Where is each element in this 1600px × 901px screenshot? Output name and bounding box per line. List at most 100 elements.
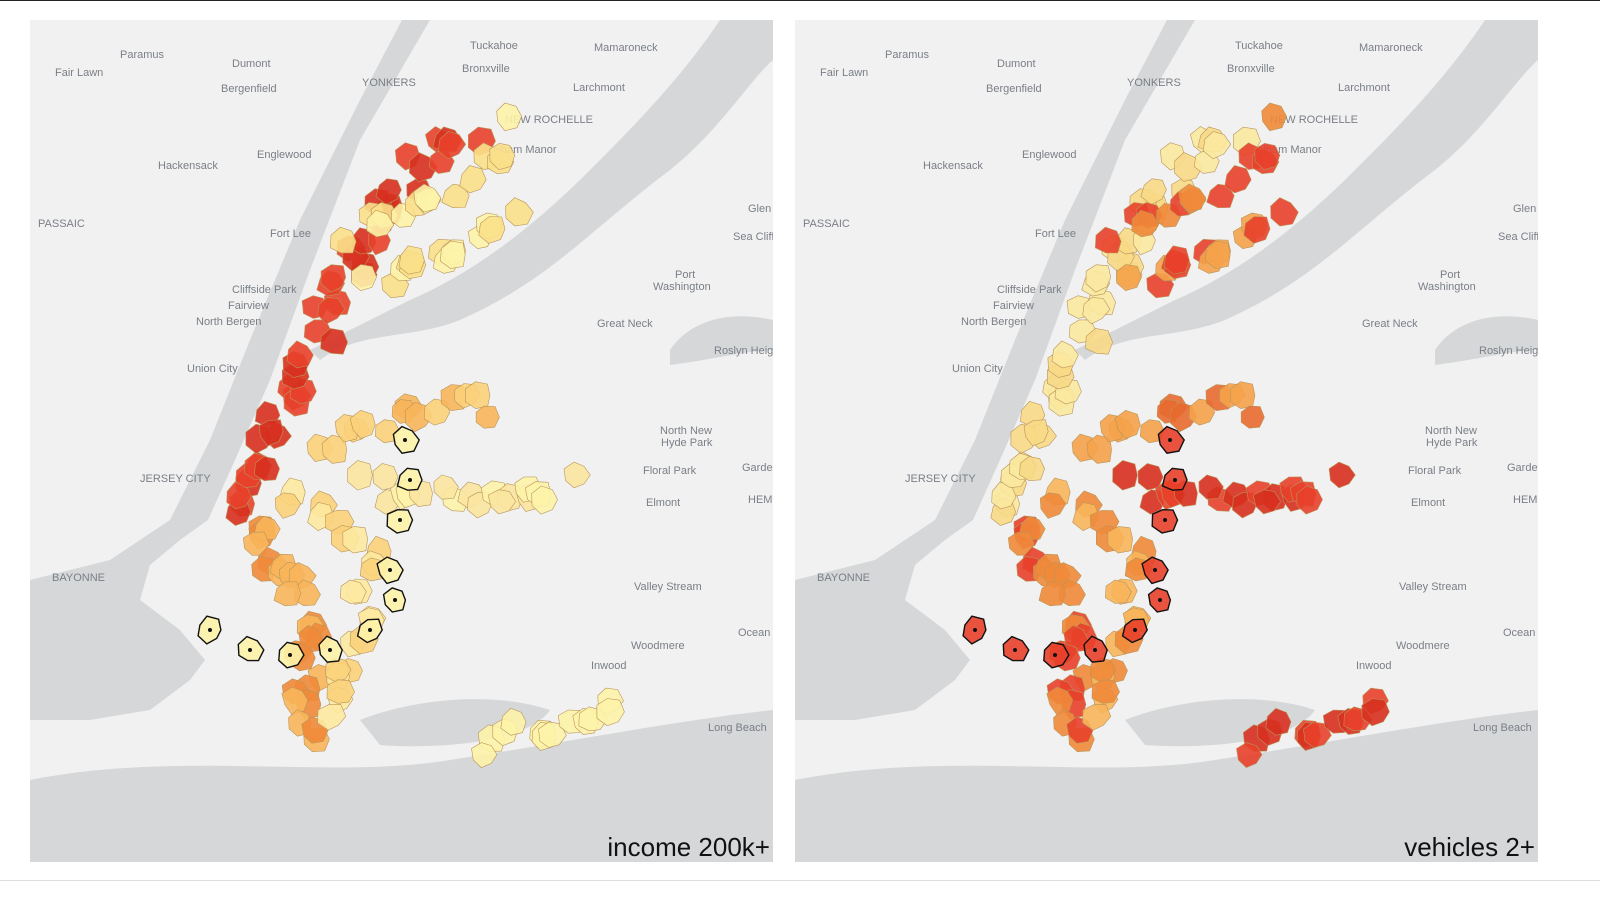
place-label: Long Beach — [1473, 722, 1532, 734]
water — [30, 710, 773, 862]
place-label: Port — [1440, 269, 1460, 281]
place-label: Valley Stream — [1399, 581, 1467, 593]
caption: income 200k+ — [607, 832, 770, 862]
station — [403, 438, 407, 442]
isochrone — [1051, 340, 1079, 369]
station — [248, 648, 252, 652]
caption: vehicles 2+ — [1404, 832, 1535, 862]
isochrone — [487, 489, 517, 515]
place-label: Roslyn Heig — [1479, 345, 1538, 357]
isochrone — [1243, 216, 1271, 244]
place-label: Paramus — [120, 49, 165, 61]
place-label: HEM — [1513, 494, 1537, 506]
place-label: Dumont — [232, 58, 271, 70]
station — [1163, 518, 1167, 522]
isochrone — [496, 102, 522, 132]
isochrone — [329, 226, 357, 254]
station — [1173, 478, 1177, 482]
place-label: Fairview — [993, 300, 1034, 312]
water — [1075, 20, 1538, 360]
place-label: Cliffside Park — [997, 284, 1062, 296]
isochrone — [478, 216, 506, 244]
isochrone — [1205, 240, 1231, 269]
isochrone — [274, 492, 302, 519]
station — [1133, 628, 1137, 632]
station — [368, 628, 372, 632]
isochrone — [1085, 328, 1113, 355]
place-label: Great Neck — [597, 318, 653, 330]
water — [1435, 316, 1538, 365]
place-label: Tuckahoe — [1235, 40, 1283, 52]
isochrone — [563, 461, 591, 489]
isochrone — [1085, 264, 1112, 293]
station — [1158, 598, 1162, 602]
isochrone — [505, 197, 534, 227]
isochrone — [1019, 456, 1045, 482]
isochrone — [500, 708, 527, 736]
place-label: North Bergen — [196, 316, 261, 328]
place-label: Sea Cliff — [733, 231, 775, 243]
place-label: JERSEY CITY — [905, 473, 976, 485]
isochrone — [366, 209, 395, 238]
place-label: Hackensack — [158, 160, 218, 172]
station — [1168, 438, 1172, 442]
station — [1093, 648, 1097, 652]
place-label: Great Neck — [1362, 318, 1418, 330]
place-label: JERSEY CITY — [140, 473, 211, 485]
place-label: Englewood — [1022, 149, 1076, 161]
isochrone — [349, 409, 376, 439]
isochrone — [351, 264, 377, 292]
isochrone — [1163, 245, 1190, 275]
place-label: Paramus — [885, 49, 930, 61]
place-label: BAYONNE — [817, 572, 870, 584]
place-label: Union City — [952, 363, 1003, 375]
place-label: Elmont — [646, 497, 680, 509]
water — [30, 20, 430, 720]
isochrone — [1023, 419, 1049, 447]
water — [670, 316, 773, 365]
isochrone — [1224, 165, 1252, 194]
isochrone — [1038, 581, 1067, 607]
isochrone — [273, 581, 302, 607]
station — [408, 478, 412, 482]
isochrone — [1296, 485, 1323, 515]
station — [1153, 568, 1157, 572]
isochrone — [433, 474, 459, 500]
isochrone — [1261, 102, 1287, 132]
isochrone — [437, 131, 467, 160]
place-label: Mamaroneck — [594, 42, 658, 54]
isochrone — [531, 485, 558, 515]
place-label: BAYONNE — [52, 572, 105, 584]
isochrone — [324, 657, 352, 683]
place-label: Glen — [1513, 203, 1536, 215]
place-label: Cliffside Park — [232, 284, 297, 296]
place-label: Ocean — [1503, 627, 1535, 639]
station — [328, 648, 332, 652]
isochrone — [339, 579, 367, 604]
isochrone — [1112, 460, 1138, 491]
isochrone — [286, 340, 314, 369]
isochrone — [258, 419, 284, 447]
place-label: Larchmont — [1338, 82, 1390, 94]
isochrone — [1082, 704, 1112, 731]
station — [393, 598, 397, 602]
isochrone — [1254, 142, 1281, 171]
isochrone — [1082, 297, 1111, 325]
isochrone — [1270, 197, 1299, 227]
place-label: Bronxville — [462, 63, 510, 75]
isochrone — [254, 456, 280, 482]
isochrone — [1089, 657, 1117, 683]
isochrone — [1091, 679, 1120, 704]
station — [1013, 648, 1017, 652]
isochrone — [459, 165, 487, 194]
map-panel: Paramus Fair Lawn Dumont Bergenfield Tuckaho… — [795, 20, 1538, 862]
isochrone — [1265, 708, 1292, 736]
isochrone — [1328, 461, 1356, 489]
place-label: Fort Lee — [270, 228, 311, 240]
isochrone — [1116, 264, 1142, 292]
place-label: Hyde Park — [661, 437, 713, 449]
place-label: Inwood — [591, 660, 626, 672]
place-label: YONKERS — [1127, 77, 1181, 89]
isochrone — [596, 698, 625, 727]
isochrone — [1252, 489, 1282, 515]
